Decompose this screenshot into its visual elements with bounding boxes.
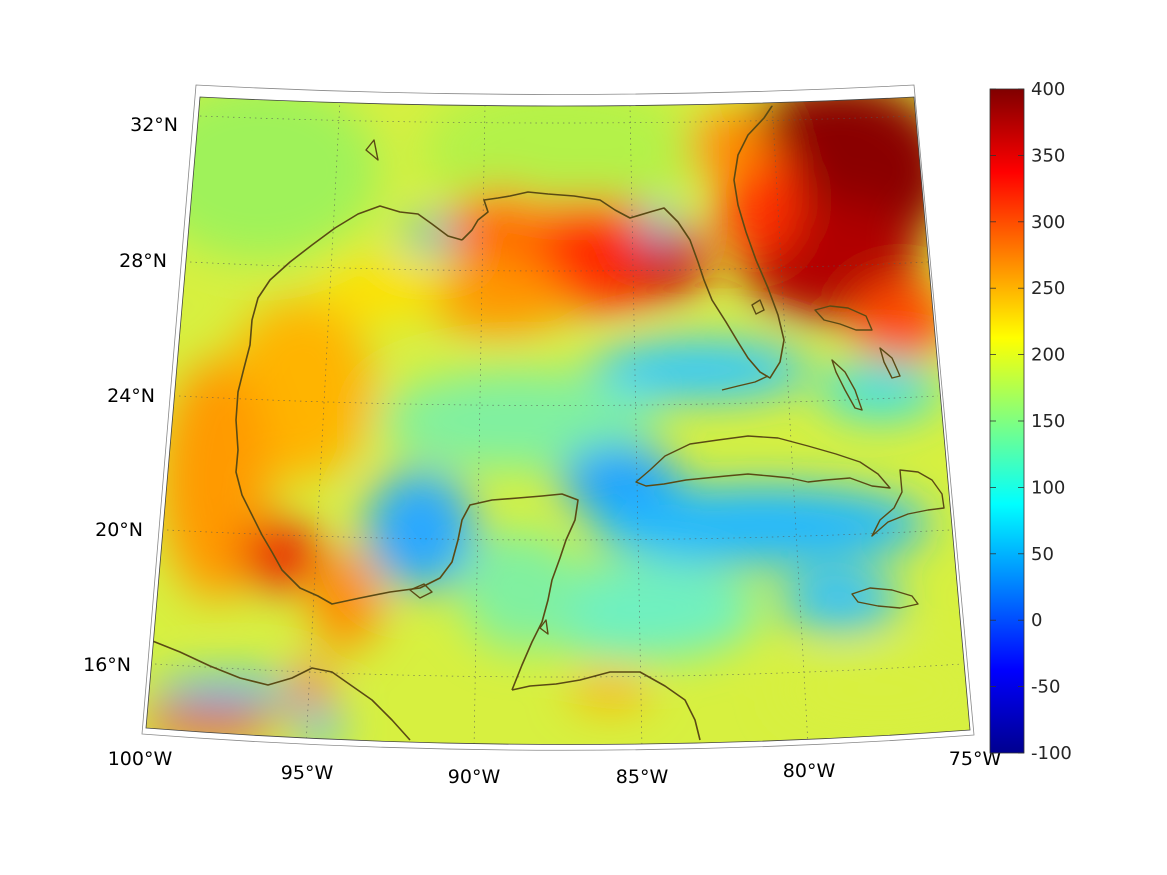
lon-label: 75°W (949, 748, 1002, 770)
colorbar-tick-label: 0 (1031, 610, 1042, 631)
longitude-labels: 100°W 95°W 90°W 85°W 80°W 75°W (108, 748, 1002, 788)
graticule (154, 99, 963, 745)
lon-label: 85°W (616, 766, 669, 788)
lon-label: 90°W (448, 766, 501, 788)
latitude-labels: 32°N 28°N 24°N 20°N 16°N (83, 114, 178, 676)
central-america-coast (511, 671, 701, 741)
lat-label: 32°N (130, 114, 178, 136)
lon-label: 95°W (281, 762, 334, 784)
colorbar-tick-label: 300 (1031, 212, 1065, 233)
lon-label: 100°W (108, 748, 173, 770)
colorbar: 400 350 300 250 200 150 100 50 0 -50 -100 (989, 79, 1072, 764)
gulf-coastline (235, 205, 579, 691)
coastlines (149, 105, 945, 741)
pacific-coast (149, 639, 411, 741)
lat-label: 28°N (119, 250, 167, 272)
colorbar-tick-label: 250 (1031, 278, 1065, 299)
colorbar-tick-label: 100 (1031, 477, 1065, 498)
colorbar-tick-label: -50 (1031, 677, 1060, 698)
field-layer (146, 97, 970, 745)
lat-label: 24°N (107, 385, 155, 407)
mississippi-delta (461, 105, 785, 379)
colorbar-tick-label: 50 (1031, 544, 1054, 565)
lat-label: 16°N (83, 654, 131, 676)
colorbar-tick-label: 350 (1031, 145, 1065, 166)
jamaica-outline (851, 587, 919, 609)
map-frame-outer (141, 84, 975, 751)
hispaniola-outline (871, 469, 945, 537)
colorbar-ticks: 400 350 300 250 200 150 100 50 0 -50 -100 (990, 79, 1072, 764)
colorbar-tick-label: 400 (1031, 79, 1065, 100)
colorbar-tick-label: -100 (1031, 743, 1072, 764)
lat-label: 20°N (95, 519, 143, 541)
cuba-outline (635, 435, 891, 489)
colorbar-tick-label: 150 (1031, 411, 1065, 432)
colorbar-tick-label: 200 (1031, 345, 1065, 366)
map-frame (145, 96, 971, 745)
lon-label: 80°W (783, 760, 836, 782)
